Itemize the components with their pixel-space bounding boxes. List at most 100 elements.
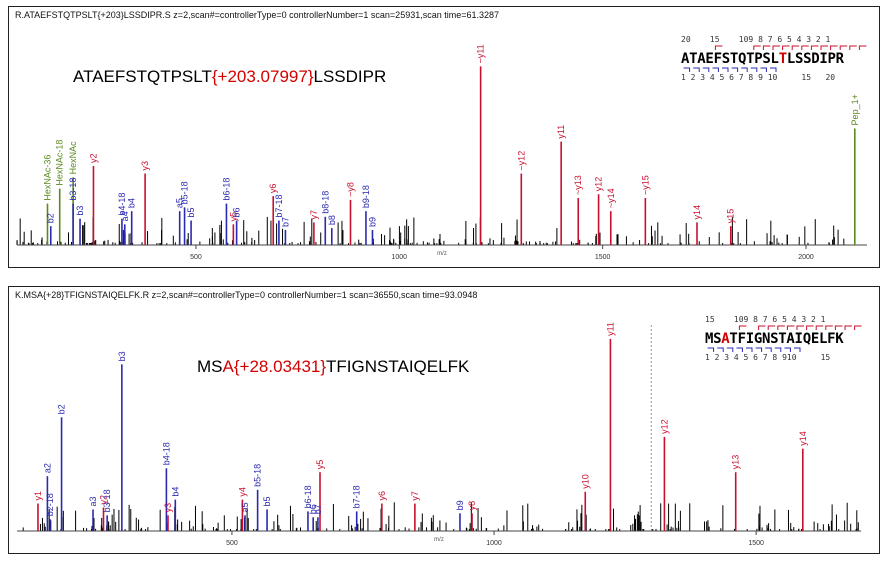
peak-label: b6-18 <box>303 485 313 508</box>
peak-label: b4-18 <box>161 442 171 465</box>
peptide-modification: {+203.07997} <box>211 67 314 86</box>
b-bracket <box>726 347 734 352</box>
y-bracket <box>791 45 800 50</box>
peak-label: ~y12 <box>516 151 526 171</box>
peak-label: b5-18 <box>253 464 263 487</box>
peak-label: y13 <box>731 455 741 470</box>
peak-label: y2 <box>88 154 98 164</box>
y-bracket <box>772 45 780 50</box>
residue: I <box>745 331 754 347</box>
residue: Q <box>802 331 811 347</box>
residue: T <box>729 51 738 67</box>
peak-label: y4 <box>237 487 247 497</box>
x-tick-label: 1500 <box>748 540 764 547</box>
peak-label: b4 <box>127 198 137 208</box>
peak-label: y3 <box>140 161 150 171</box>
y-bracket <box>738 325 747 330</box>
fragment-map-block: 15 109 8 7 6 5 4 3 2 1 MSATFIGNSTAIQELFK 1… <box>705 315 868 363</box>
b-bracket <box>683 67 691 72</box>
residue: L <box>770 51 779 67</box>
residue: S <box>803 51 812 67</box>
peak-label: b2-18 <box>45 493 55 516</box>
peak-label: ~y13 <box>573 175 583 195</box>
peak-label: b8-18 <box>320 191 330 214</box>
peak-label: ~y11 <box>476 44 486 63</box>
peak-label: b2 <box>46 213 56 223</box>
b-ion-numbers: 1 2 3 4 5 6 7 8 910 15 <box>705 353 831 362</box>
residue: T <box>778 331 787 347</box>
peak-label: b8 <box>327 215 337 225</box>
b-bracket <box>755 347 763 352</box>
peak-label: y11 <box>605 322 615 336</box>
peak-label: a5 <box>175 198 185 208</box>
residue: F <box>737 331 746 347</box>
y-bracket <box>753 45 761 50</box>
b-bracket <box>722 67 729 72</box>
peak-label: y7 <box>309 210 319 220</box>
y-bracket <box>844 325 852 330</box>
x-axis-label: m/z <box>437 251 447 257</box>
y-bracket <box>714 45 723 50</box>
residue: P <box>827 51 836 67</box>
x-axis-label: m/z <box>434 537 444 543</box>
peptide-prefix: MS <box>197 357 223 376</box>
peak-label: y3 <box>163 503 173 513</box>
peak-label: y5 <box>315 460 325 470</box>
y-bracket <box>782 45 790 50</box>
peak-label: b3-18 <box>102 489 112 512</box>
y-ion-numbers: 15 109 8 7 6 5 4 3 2 1 <box>705 315 826 324</box>
peptide-suffix: TFIGNSTAIQELFK <box>326 357 470 376</box>
peak-label: a2 <box>42 463 52 473</box>
peak-label: b3 <box>117 351 127 361</box>
y-bracket <box>786 325 795 330</box>
residue: T <box>689 51 698 67</box>
residue: T <box>778 51 787 67</box>
residue: S <box>762 51 771 67</box>
peak-label: y8 <box>467 501 477 511</box>
residue: T <box>746 51 755 67</box>
b-bracket <box>794 347 801 352</box>
noise-peaks <box>22 502 859 531</box>
y-bracket <box>830 45 838 50</box>
b-bracket <box>731 67 739 72</box>
residue: I <box>819 51 828 67</box>
residue: E <box>705 51 714 67</box>
residue: S <box>794 51 804 67</box>
residue: D <box>811 51 820 67</box>
y-bracket <box>849 45 857 50</box>
peak-label: b7 <box>280 217 290 227</box>
b-ion-brackets <box>683 67 777 72</box>
residue: L <box>818 331 828 347</box>
residue: F <box>713 51 722 67</box>
peak-label: b6-18 <box>221 178 231 201</box>
x-tick-label: 500 <box>190 254 202 261</box>
peak-label: y14 <box>798 431 808 446</box>
y-bracket <box>796 325 804 330</box>
x-tick-label: 1000 <box>486 540 502 547</box>
peak-label: b5 <box>262 496 272 506</box>
peptide-prefix: ATAEFSTQTPSLT <box>73 67 212 86</box>
peak-label: HexNAc-18 <box>55 140 65 186</box>
peptide-sequence-label: MSA{+28.03431}TFIGNSTAIQELFK <box>197 357 469 377</box>
b-bracket <box>746 347 753 352</box>
y-bracket <box>762 45 771 50</box>
y-ion-numbers: 20 15 109 8 7 6 5 4 3 2 1 <box>681 35 831 44</box>
b-bracket <box>736 347 743 352</box>
peak-label: y11 <box>556 125 566 139</box>
b-bracket <box>707 347 715 352</box>
residue: I <box>794 331 803 347</box>
spectrum-panel-1: R.ATAEFSTQTPSLT{+203}LSSDIPR.S z=2,scan#… <box>8 6 880 268</box>
b-ion-numbers: 1 2 3 4 5 6 7 8 9 10 15 20 <box>681 73 836 82</box>
y-bracket <box>825 325 833 330</box>
peak-label: b3-18 <box>68 178 78 201</box>
residue: A <box>697 51 706 67</box>
peak-label: ~y8 <box>345 182 355 197</box>
y-ion-brackets <box>738 325 862 330</box>
peptide-residues: ATAEFSTQTPSLTLSSDIPR <box>681 51 873 67</box>
residue: K <box>835 331 844 347</box>
peak-label: b5 <box>186 208 196 218</box>
residue: R <box>835 51 844 67</box>
x-tick-label: 500 <box>226 540 238 547</box>
b-bracket <box>774 347 782 352</box>
b-bracket <box>717 347 724 352</box>
